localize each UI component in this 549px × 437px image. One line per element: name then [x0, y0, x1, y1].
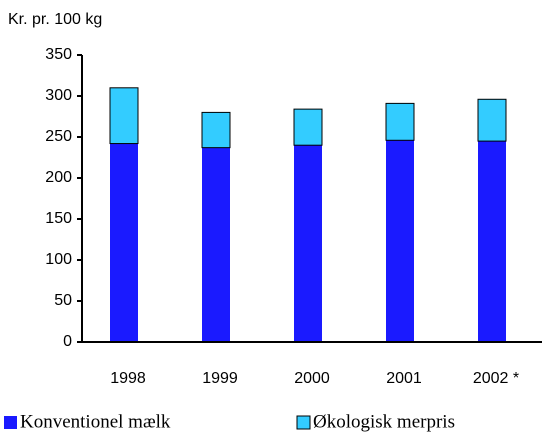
- y-tick-label: 250: [45, 128, 72, 145]
- bar-segment: [478, 141, 506, 342]
- y-tick-label: 0: [63, 333, 72, 350]
- y-tick-label: 50: [54, 292, 72, 309]
- legend-swatch: [296, 415, 311, 430]
- legend-label: Økologisk merpris: [313, 411, 455, 432]
- bar-segment: [386, 140, 414, 342]
- y-tick-label: 200: [45, 169, 72, 186]
- x-tick-label: 2001: [386, 370, 422, 387]
- y-tick-label: 300: [45, 87, 72, 104]
- bar-segment: [385, 102, 415, 141]
- x-tick-label: 1998: [110, 370, 146, 387]
- legend-label: Konventionel mælk: [20, 411, 171, 432]
- x-tick-label: 2002 *: [473, 370, 519, 387]
- legend-swatch: [4, 416, 17, 429]
- y-axis-title: Kr. pr. 100 kg: [8, 11, 102, 28]
- bar-segment: [293, 108, 323, 146]
- y-tick-label: 150: [45, 210, 72, 227]
- x-tick-label: 1999: [202, 370, 238, 387]
- bar-segment: [201, 111, 231, 149]
- bar-segment: [109, 87, 139, 145]
- bar-segment: [202, 147, 230, 342]
- x-tick-label: 2000: [294, 370, 330, 387]
- bar-segment: [294, 145, 322, 342]
- bar-segment: [110, 143, 138, 342]
- y-tick-label: 100: [45, 251, 72, 268]
- bar-segment: [477, 98, 507, 142]
- y-tick-label: 350: [45, 46, 72, 63]
